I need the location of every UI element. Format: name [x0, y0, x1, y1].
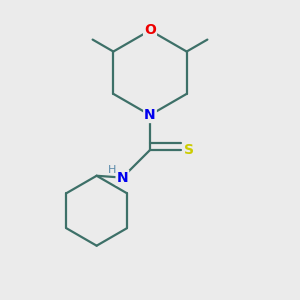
Text: O: O — [144, 23, 156, 38]
Text: H: H — [108, 164, 116, 175]
Text: S: S — [184, 143, 194, 157]
Text: N: N — [117, 171, 128, 184]
Text: N: N — [144, 108, 156, 122]
